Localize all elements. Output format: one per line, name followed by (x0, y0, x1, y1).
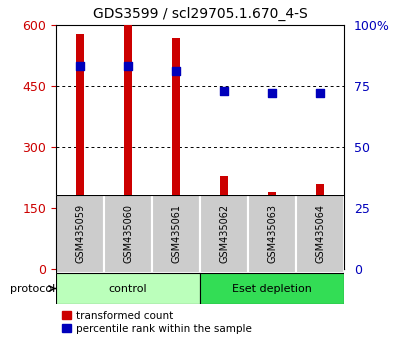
Text: protocol: protocol (10, 284, 55, 293)
Bar (248, 195, 296, 273)
Bar (220, 176, 228, 269)
Text: GSM435059: GSM435059 (75, 204, 85, 263)
Point (221, 88, 227, 93)
Text: GSM435063: GSM435063 (267, 204, 277, 263)
Text: GSM435061: GSM435061 (171, 204, 181, 263)
Title: GDS3599 / scl29705.1.670_4-S: GDS3599 / scl29705.1.670_4-S (93, 7, 307, 21)
Bar (104, 195, 152, 273)
Point (317, 90, 323, 96)
Bar (56, 195, 104, 273)
Bar (76, 34, 84, 269)
Text: Eset depletion: Eset depletion (232, 284, 312, 293)
Bar (56, 273, 200, 304)
Point (125, 63, 131, 69)
Bar (296, 195, 344, 273)
Bar (152, 195, 200, 273)
Bar (124, 25, 132, 269)
Text: GSM435062: GSM435062 (219, 204, 229, 263)
Bar (316, 184, 324, 269)
Bar (268, 192, 276, 269)
Point (173, 68, 179, 74)
Point (269, 90, 275, 96)
Bar (200, 273, 344, 304)
Point (77, 63, 83, 69)
Bar (200, 195, 248, 273)
Text: GSM435060: GSM435060 (123, 204, 133, 263)
Text: GSM435064: GSM435064 (315, 204, 325, 263)
Legend: transformed count, percentile rank within the sample: transformed count, percentile rank withi… (61, 310, 253, 335)
Bar (172, 38, 180, 269)
Text: control: control (109, 284, 147, 293)
